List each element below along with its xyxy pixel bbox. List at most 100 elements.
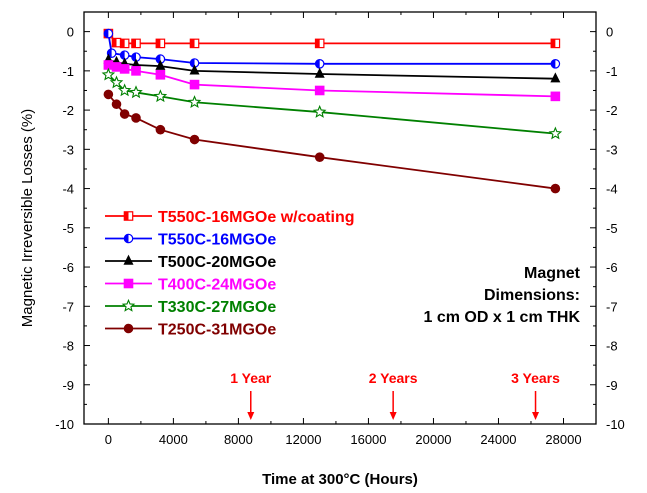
data-point xyxy=(187,95,202,109)
series-line xyxy=(108,64,556,98)
data-point xyxy=(189,79,200,90)
series-2 xyxy=(103,28,561,69)
data-point-fill xyxy=(120,50,125,60)
y-tick-label-left: -8 xyxy=(62,339,74,354)
y-tick-label-left: -9 xyxy=(62,378,74,393)
data-point xyxy=(314,85,325,96)
data-point xyxy=(131,66,141,76)
legend: T550C-16MGOe w/coating T550C-16MGOe T500C-… xyxy=(105,209,355,339)
data-point-fill xyxy=(120,39,125,48)
x-tick-label: 0 xyxy=(105,432,112,447)
data-point xyxy=(155,124,166,135)
data-point xyxy=(119,109,130,119)
legend-label: T550C-16MGOe xyxy=(158,232,276,249)
x-tick-label: 28000 xyxy=(545,432,581,447)
data-point xyxy=(189,64,200,75)
data-point-fill xyxy=(315,39,320,48)
y-tick-label-left: -2 xyxy=(62,103,74,118)
data-point xyxy=(312,104,327,118)
legend-label: T400C-24MGOe xyxy=(158,277,276,294)
y-tick-label-right: -6 xyxy=(606,260,618,275)
x-tick-label: 16000 xyxy=(350,432,386,447)
legend-item-5: T330C-27MGOe xyxy=(105,298,276,316)
legend-item-1: T550C-16MGOe w/coating xyxy=(105,209,355,226)
y-tick-label-left: -3 xyxy=(62,142,74,157)
data-point xyxy=(550,91,561,102)
legend-label: T250C-31MGOe xyxy=(158,322,276,339)
series-line xyxy=(108,59,556,80)
y-tick-label-right: -5 xyxy=(606,221,618,236)
data-point-fill xyxy=(104,29,109,38)
y-tick-label-right: -1 xyxy=(606,64,618,79)
y-tick-label-right: -3 xyxy=(606,142,618,157)
year-marker-label: 2 Years xyxy=(369,370,418,386)
series-line xyxy=(107,93,556,190)
note-line: 1 cm OD x 1 cm THK xyxy=(424,309,581,326)
year-marker-arrowhead xyxy=(532,412,540,420)
data-point xyxy=(155,59,166,70)
note-line: Dimensions: xyxy=(484,287,580,304)
data-point-fill xyxy=(551,59,556,68)
data-point xyxy=(550,72,561,83)
data-point xyxy=(129,85,143,99)
year-marker-arrowhead xyxy=(247,412,255,420)
y-axis-label: Magnetic Irreversible Losses (%) xyxy=(19,109,36,327)
legend-swatch-marker xyxy=(123,254,134,265)
y-tick-label-right: -7 xyxy=(606,299,618,314)
y-tick-label-right: -8 xyxy=(606,339,618,354)
x-axis-label: Time at 300°C (Hours) xyxy=(262,471,418,488)
data-point xyxy=(111,62,122,72)
data-point-fill xyxy=(156,39,161,48)
legend-swatch-marker xyxy=(123,278,134,289)
data-point-fill xyxy=(156,54,161,64)
series-line xyxy=(107,33,556,65)
x-tick-label: 8000 xyxy=(224,432,253,447)
year-marker-label: 1 Year xyxy=(230,370,272,386)
plot-border xyxy=(83,11,597,425)
data-point xyxy=(550,183,561,194)
x-tick-label: 12000 xyxy=(285,432,321,447)
y-tick-label-right: -10 xyxy=(606,417,625,432)
note-line: Magnet xyxy=(524,265,581,282)
legend-label: T500C-20MGOe xyxy=(158,254,276,271)
data-point xyxy=(548,126,563,140)
data-point-fill xyxy=(131,39,137,48)
year-markers: 1 Year 2 Years 3 Years xyxy=(230,370,560,420)
series-line xyxy=(107,32,556,45)
legend-swatch-marker-fill xyxy=(124,211,129,221)
data-point-fill xyxy=(131,52,137,62)
data-point xyxy=(109,75,124,89)
data-point xyxy=(103,89,114,100)
data-point xyxy=(119,64,130,74)
legend-swatch-marker-fill xyxy=(124,234,129,243)
data-point xyxy=(131,113,141,123)
y-tick-label-left: -1 xyxy=(62,64,74,79)
data-point xyxy=(189,134,200,145)
data-point-fill xyxy=(315,59,320,68)
series-6 xyxy=(103,89,561,194)
data-point xyxy=(153,89,168,103)
series-4 xyxy=(103,60,561,102)
data-point-fill xyxy=(190,58,195,68)
y-tick-label-left: -7 xyxy=(62,299,74,314)
y-tick-label-right: 0 xyxy=(606,25,613,40)
series-line xyxy=(107,74,556,135)
y-tick-label-left: -10 xyxy=(55,417,74,432)
y-tick-label-right: -4 xyxy=(606,182,618,197)
series-1 xyxy=(103,28,561,49)
y-tick-label-left: 0 xyxy=(67,25,74,40)
y-tick-label-right: -2 xyxy=(606,103,618,118)
legend-item-4: T400C-24MGOe xyxy=(105,277,276,294)
y-tick-label-left: -5 xyxy=(62,221,74,236)
x-tick-label: 24000 xyxy=(480,432,516,447)
x-tick-label: 20000 xyxy=(415,432,451,447)
axis-ticks: 0 0 -1 -1 -2 -2 -3 -3 -4 -4 -5 -5 -6 -6 -7 -7 -8 -8 -9 -9 -1… xyxy=(55,12,625,447)
legend-swatch-marker xyxy=(121,298,136,312)
x-tick-label: 4000 xyxy=(159,432,188,447)
data-point xyxy=(111,99,122,110)
data-point-fill xyxy=(112,38,117,47)
y-tick-label-right: -9 xyxy=(606,378,618,393)
data-point xyxy=(101,67,116,81)
data-point xyxy=(314,152,325,162)
